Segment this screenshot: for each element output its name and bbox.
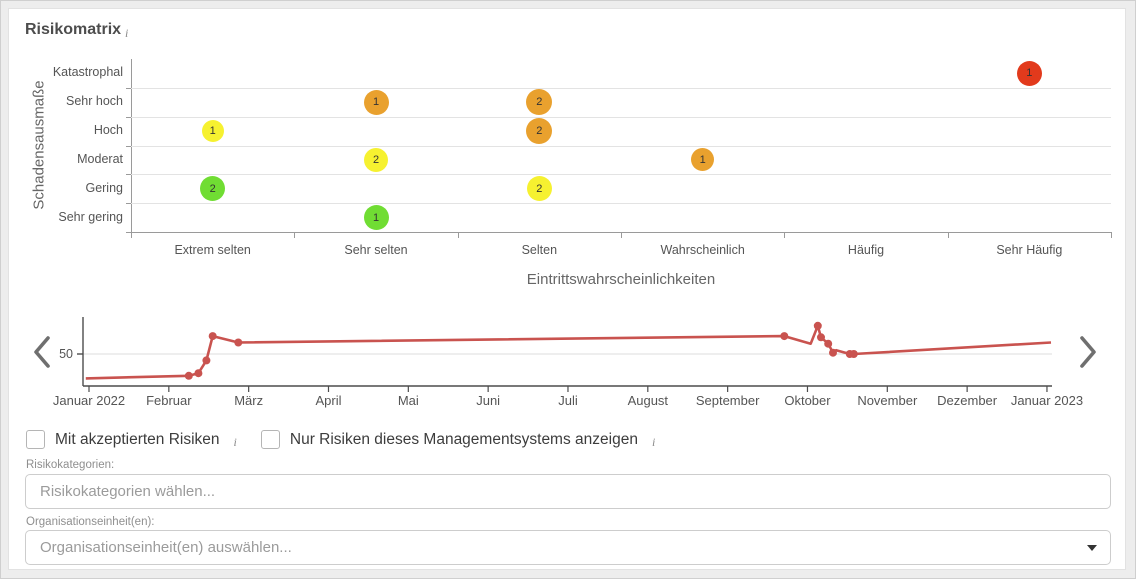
risk-bubble[interactable]: 1	[363, 205, 389, 231]
trend-data-point[interactable]	[829, 348, 837, 357]
risk-categories-label: Risikokategorien:	[26, 459, 115, 471]
accepted-risks-info-icon[interactable]: i	[233, 435, 237, 449]
trend-x-tick-label: Januar 2023	[1011, 393, 1083, 408]
chevron-right-icon	[1080, 336, 1096, 368]
org-units-input[interactable]	[26, 531, 1110, 564]
matrix-x-axis-title: Eintrittswahrscheinlichkeiten	[526, 271, 716, 288]
matrix-y-tick-label: Katastrophal	[52, 65, 123, 80]
trend-x-tick-label: Februar	[146, 393, 192, 408]
matrix-x-tick	[784, 232, 786, 238]
management-system-info-icon[interactable]: i	[651, 435, 656, 449]
matrix-y-tick-label: Moderat	[77, 151, 123, 166]
trend-data-point[interactable]	[849, 350, 858, 358]
risk-bubble[interactable]: 2	[364, 147, 388, 172]
matrix-x-tick-label: Extrem selten	[174, 243, 251, 257]
management-system-filter: Nur Risiken dieses Managementsystems anz…	[260, 430, 656, 449]
matrix-y-tick	[126, 174, 131, 176]
trend-x-tick-label: Oktober	[784, 393, 831, 408]
trend-data-point[interactable]	[184, 371, 193, 380]
matrix-x-tick	[1111, 232, 1112, 238]
page-title: Risikomatrix i	[25, 21, 129, 40]
matrix-gridline	[131, 87, 1111, 89]
matrix-x-tick	[621, 232, 622, 238]
trend-data-point[interactable]	[208, 332, 217, 341]
trend-x-tick-label: Juli	[558, 393, 578, 408]
risk-bubble[interactable]: 1	[201, 120, 224, 143]
previous-period-button[interactable]	[31, 335, 53, 369]
risk-matrix-chart: Schadensausmaße Eintrittswahrscheinlichk…	[9, 51, 1127, 301]
matrix-y-tick	[126, 232, 131, 233]
org-units-select[interactable]	[25, 530, 1111, 565]
matrix-x-tick-label: Sehr Häufig	[996, 243, 1063, 257]
risk-bubble[interactable]: 2	[526, 89, 553, 116]
trend-data-point[interactable]	[813, 321, 822, 330]
trend-data-point[interactable]	[780, 332, 789, 341]
matrix-x-tick-label: Selten	[521, 243, 558, 257]
trend-x-tick-label: November	[857, 393, 918, 408]
title-info-icon[interactable]: i	[125, 26, 129, 40]
trend-line	[85, 324, 1052, 380]
trend-data-point[interactable]	[202, 356, 211, 365]
matrix-x-tick	[947, 232, 949, 238]
trend-x-tick-label: Dezember	[937, 393, 998, 408]
trend-x-tick-label: März	[234, 393, 263, 408]
risk-bubble[interactable]: 2	[526, 118, 553, 145]
matrix-y-tick	[126, 116, 131, 118]
accepted-risks-checkbox[interactable]	[26, 430, 45, 449]
matrix-y-tick-label: Gering	[85, 180, 123, 195]
matrix-x-tick	[131, 232, 132, 238]
trend-data-point[interactable]	[817, 333, 825, 342]
org-units-label: Organisationseinheit(en):	[26, 516, 155, 528]
matrix-x-tick	[294, 232, 296, 238]
matrix-y-tick	[126, 145, 131, 147]
matrix-x-tick-label: Häufig	[847, 243, 885, 257]
matrix-gridline	[131, 116, 1111, 118]
trend-x-tick-label: Januar 2022	[53, 393, 125, 408]
next-period-button[interactable]	[1077, 335, 1099, 369]
trend-x-tick-label: September	[696, 393, 760, 408]
matrix-y-tick	[126, 87, 131, 89]
trend-x-tick-label: August	[628, 393, 669, 408]
filter-checkbox-row: Mit akzeptierten Risiken i Nur Risiken di…	[26, 430, 655, 449]
management-system-checkbox[interactable]	[260, 430, 280, 449]
matrix-y-tick-label: Sehr gering	[58, 209, 123, 224]
matrix-gridline	[131, 145, 1111, 147]
risk-trend-chart: 50 Januar 2022 Februar März April Mai Juni Juli…	[53, 309, 1083, 409]
dropdown-caret-icon[interactable]	[1087, 544, 1097, 551]
accepted-risks-filter: Mit akzeptierten Risiken i	[26, 430, 237, 449]
risk-bubble[interactable]: 1	[1016, 60, 1042, 86]
matrix-y-tick-label: Hoch	[93, 123, 123, 138]
risk-categories-input[interactable]	[26, 475, 1110, 508]
risk-categories-select[interactable]	[25, 474, 1111, 509]
matrix-gridline	[131, 174, 1111, 176]
management-system-label: Nur Risiken dieses Managementsystems anz…	[289, 430, 638, 448]
page-title-text: Risikomatrix	[25, 21, 122, 38]
trend-x-tick-label: Juni	[476, 393, 500, 408]
trend-x-tick-label: Mai	[398, 393, 419, 408]
trend-data-point[interactable]	[194, 369, 203, 378]
trend-data-point[interactable]	[234, 338, 243, 347]
matrix-gridline	[131, 203, 1111, 205]
matrix-y-tick-label: Sehr hoch	[66, 94, 123, 109]
trend-data-point[interactable]	[824, 339, 833, 348]
matrix-x-tick	[457, 232, 459, 238]
risk-bubble[interactable]: 2	[200, 176, 226, 202]
chevron-left-icon	[34, 336, 50, 368]
matrix-y-tick	[126, 203, 131, 205]
trend-y-tick-label: 50	[59, 347, 73, 361]
risk-bubble[interactable]: 2	[526, 176, 552, 202]
risk-bubble[interactable]: 1	[363, 89, 389, 115]
accepted-risks-label: Mit akzeptierten Risiken	[55, 430, 220, 448]
risk-bubble[interactable]: 1	[691, 148, 715, 172]
matrix-x-tick-label: Sehr selten	[344, 243, 408, 257]
trend-x-tick-label: April	[315, 393, 341, 408]
risk-matrix-panel: Risikomatrix i Schadensausmaße Eintrittsw…	[8, 8, 1126, 570]
matrix-x-tick-label: Wahrscheinlich	[660, 243, 745, 257]
